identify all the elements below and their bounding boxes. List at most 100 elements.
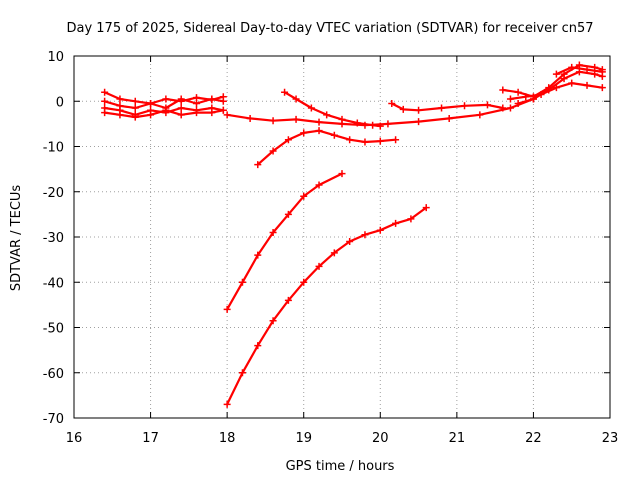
chart-title: Day 175 of 2025, Sidereal Day-to-day VTE… (66, 21, 593, 36)
data-series (101, 106, 227, 121)
data-point (101, 88, 109, 96)
series-trace (226, 206, 428, 406)
data-point (116, 95, 124, 103)
data-point (269, 228, 277, 236)
x-tick-label: 18 (219, 431, 236, 446)
data-series (254, 127, 400, 169)
data-point (415, 106, 423, 114)
data-point (422, 204, 430, 212)
data-point (219, 97, 227, 105)
x-tick-label: 17 (142, 431, 159, 446)
y-tick-label: -40 (43, 276, 64, 291)
y-tick-label: 0 (56, 95, 64, 110)
data-point (384, 120, 392, 128)
data-series (499, 61, 606, 101)
data-point (361, 231, 369, 239)
data-point (208, 95, 216, 103)
data-point (101, 97, 109, 105)
data-point (162, 106, 170, 114)
data-point (269, 117, 277, 125)
data-point (568, 79, 576, 87)
data-point (300, 129, 308, 137)
x-tick-label: 21 (449, 431, 466, 446)
data-point (353, 119, 361, 127)
data-point (438, 104, 446, 112)
data-point (284, 136, 292, 144)
data-point (506, 95, 514, 103)
data-point (254, 161, 262, 169)
data-series (223, 204, 430, 408)
y-tick-label: -20 (43, 186, 64, 201)
grid (74, 56, 610, 418)
data-point (177, 95, 185, 103)
data-point (376, 122, 384, 130)
data-point (292, 115, 300, 123)
data-point (338, 115, 346, 123)
data-point (315, 262, 323, 270)
x-tick-label: 23 (602, 431, 619, 446)
data-point (307, 104, 315, 112)
data-point (388, 100, 396, 108)
data-point (407, 215, 415, 223)
data-point (238, 278, 246, 286)
data-series (223, 170, 346, 313)
series-trace (226, 172, 344, 311)
data-point (415, 118, 423, 126)
y-tick-label: -50 (43, 322, 64, 337)
data-point (376, 226, 384, 234)
x-axis-title: GPS time / hours (286, 459, 395, 474)
data-point (223, 111, 231, 119)
data-point (281, 88, 289, 96)
data-point (269, 147, 277, 155)
data-point (177, 111, 185, 119)
data-point (330, 249, 338, 257)
data-point (116, 111, 124, 119)
series-group (101, 61, 606, 408)
data-point (131, 97, 139, 105)
data-point (254, 251, 262, 259)
data-point (147, 111, 155, 119)
data-point (254, 342, 262, 350)
data-point (131, 113, 139, 121)
data-point (330, 131, 338, 139)
series-trace (256, 129, 397, 166)
data-point (147, 100, 155, 108)
data-point (238, 369, 246, 377)
x-tick-label: 19 (295, 431, 312, 446)
data-point (483, 101, 491, 109)
data-point (300, 192, 308, 200)
data-point (208, 109, 216, 117)
data-point (315, 127, 323, 135)
data-point (323, 111, 331, 119)
data-point (300, 278, 308, 286)
y-tick-label: -70 (43, 412, 64, 427)
data-point (193, 100, 201, 108)
data-point (552, 84, 560, 92)
data-point (445, 114, 453, 122)
data-point (514, 100, 522, 108)
y-tick-label: 10 (47, 50, 64, 65)
data-point (338, 170, 346, 178)
data-point (537, 90, 545, 98)
y-tick-label: -30 (43, 231, 64, 246)
data-point (514, 88, 522, 96)
data-point (499, 104, 507, 112)
data-point (361, 138, 369, 146)
series-trace (283, 91, 382, 128)
data-point (131, 104, 139, 112)
data-point (219, 106, 227, 114)
data-point (499, 86, 507, 94)
data-point (392, 219, 400, 227)
data-series (281, 88, 384, 130)
data-point (399, 105, 407, 113)
data-point (162, 95, 170, 103)
data-series (514, 68, 606, 108)
data-point (346, 136, 354, 144)
data-point (522, 93, 530, 101)
data-point (461, 102, 469, 110)
data-point (193, 94, 201, 102)
x-tick-label: 16 (66, 431, 83, 446)
x-tick-label: 20 (372, 431, 389, 446)
data-point (177, 104, 185, 112)
data-point (315, 118, 323, 126)
